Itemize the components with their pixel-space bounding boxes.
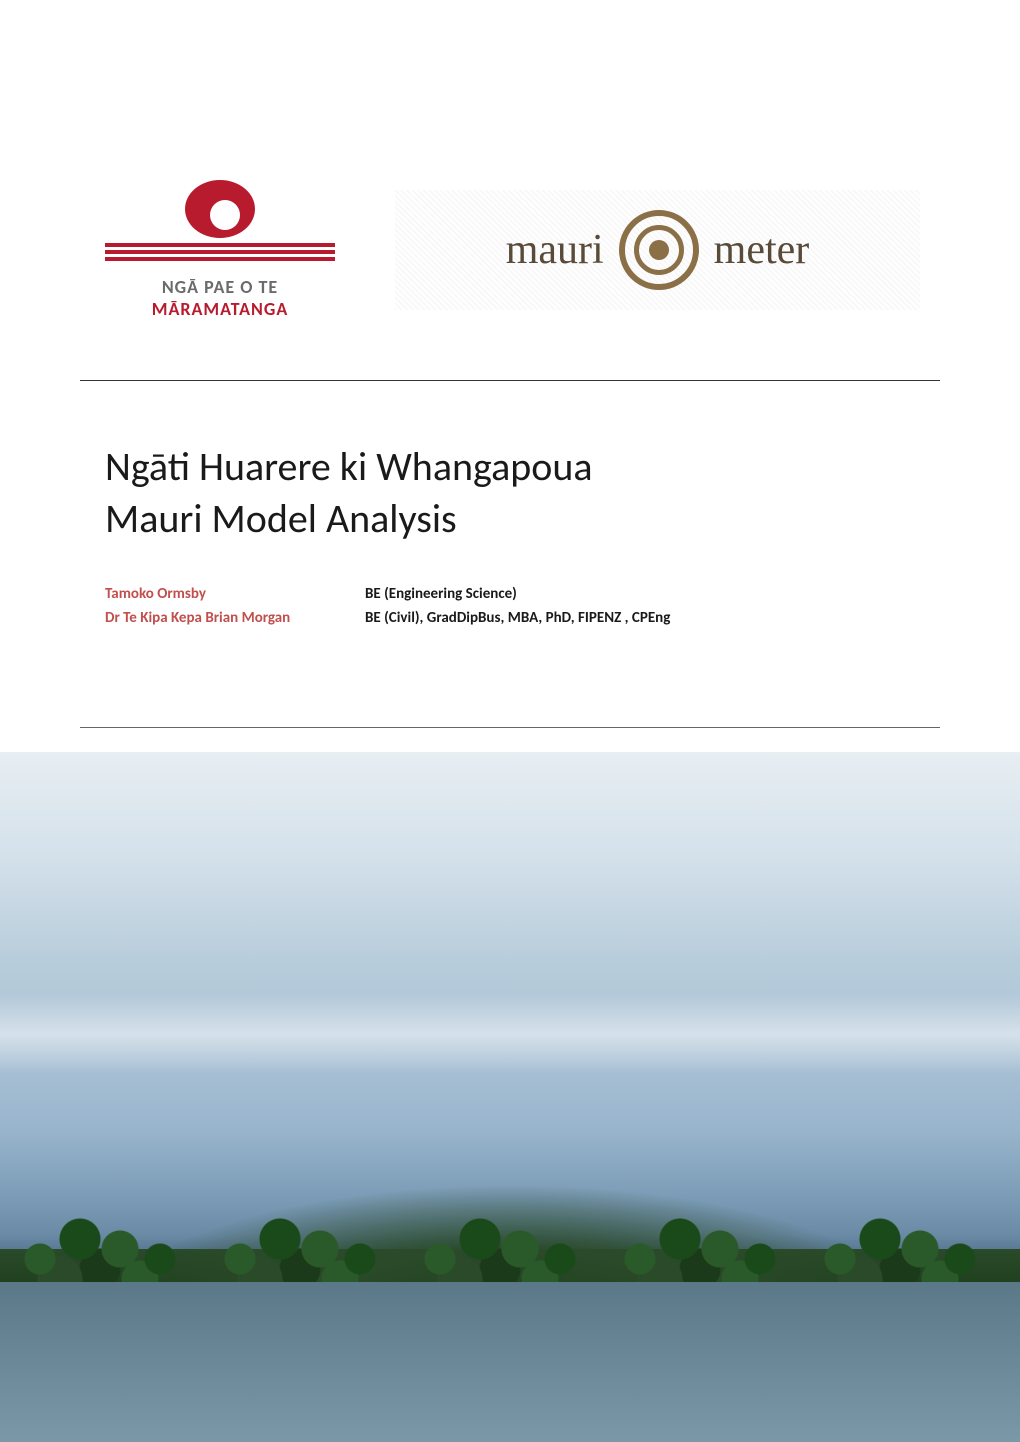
water (0, 1282, 1020, 1442)
title-line1: Ngāti Huarere ki Whangapoua (105, 441, 915, 493)
logo-line (105, 257, 335, 261)
document-page: NGĀ PAE O TE MĀRAMATANGA mauri meter Ngā… (0, 0, 1020, 1442)
ngapae-text-line1: NGĀ PAE O TE (162, 276, 278, 298)
ngapae-text-line2: MĀRAMATANGA (152, 298, 289, 320)
author-row: Tamoko Ormsby BE (Engineering Science) (105, 585, 915, 603)
author-qualifications: BE (Civil), GradDipBus, MBA, PhD, FIPENZ… (365, 609, 670, 627)
author-name: Tamoko Ormsby (105, 585, 365, 603)
author-qualifications: BE (Engineering Science) (365, 585, 517, 603)
divider-middle (80, 727, 940, 728)
authors-section: Tamoko Ormsby BE (Engineering Science) D… (0, 585, 1020, 627)
koru-icon (185, 180, 255, 238)
mauri-text-right: meter (714, 226, 810, 274)
spiral-core (649, 240, 669, 260)
logo-lines (105, 243, 335, 268)
title-section: Ngāti Huarere ki Whangapoua Mauri Model … (0, 381, 1020, 585)
spiral-icon (619, 210, 699, 290)
mauri-text-left: mauri (506, 226, 604, 274)
header-logos: NGĀ PAE O TE MĀRAMATANGA mauri meter (0, 0, 1020, 350)
landscape-photo (0, 752, 1020, 1442)
maurimeter-logo: mauri meter (395, 190, 920, 310)
author-name: Dr Te Kipa Kepa Brian Morgan (105, 609, 365, 627)
spiral-inner (634, 225, 684, 275)
logo-line (105, 243, 335, 247)
title-line2: Mauri Model Analysis (105, 493, 915, 545)
clouds (0, 994, 1020, 1074)
ngapae-logo: NGĀ PAE O TE MĀRAMATANGA (105, 180, 335, 320)
logo-line (105, 250, 335, 254)
author-row: Dr Te Kipa Kepa Brian Morgan BE (Civil),… (105, 609, 915, 627)
